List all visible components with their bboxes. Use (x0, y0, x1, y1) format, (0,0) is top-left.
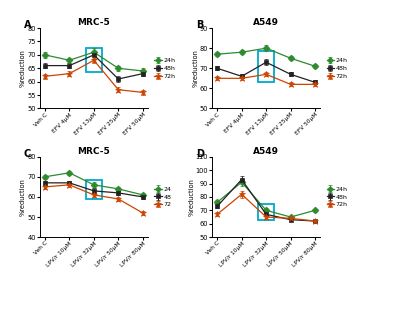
Y-axis label: %reduction: %reduction (192, 49, 198, 87)
Bar (258, 204, 274, 220)
Bar (258, 51, 274, 82)
Legend: 24h, 48h, 72h: 24h, 48h, 72h (325, 56, 349, 80)
Y-axis label: %reduction: %reduction (20, 49, 26, 87)
Legend: 24h, 48h, 72h: 24h, 48h, 72h (325, 185, 349, 209)
Title: A549: A549 (253, 18, 279, 27)
Text: A: A (24, 20, 31, 30)
Y-axis label: %reduction: %reduction (188, 178, 194, 216)
Legend: 24, 48, 72: 24, 48, 72 (153, 185, 173, 209)
Title: MRC-5: MRC-5 (78, 147, 110, 156)
Text: C: C (24, 149, 31, 159)
Bar (86, 180, 102, 199)
Legend: 24h, 48h, 72h: 24h, 48h, 72h (153, 56, 177, 80)
Title: A549: A549 (253, 147, 279, 156)
Text: B: B (196, 20, 204, 30)
Bar (86, 48, 102, 72)
Text: D: D (196, 149, 204, 159)
Y-axis label: %reduction: %reduction (20, 178, 26, 216)
Title: MRC-5: MRC-5 (78, 18, 110, 27)
